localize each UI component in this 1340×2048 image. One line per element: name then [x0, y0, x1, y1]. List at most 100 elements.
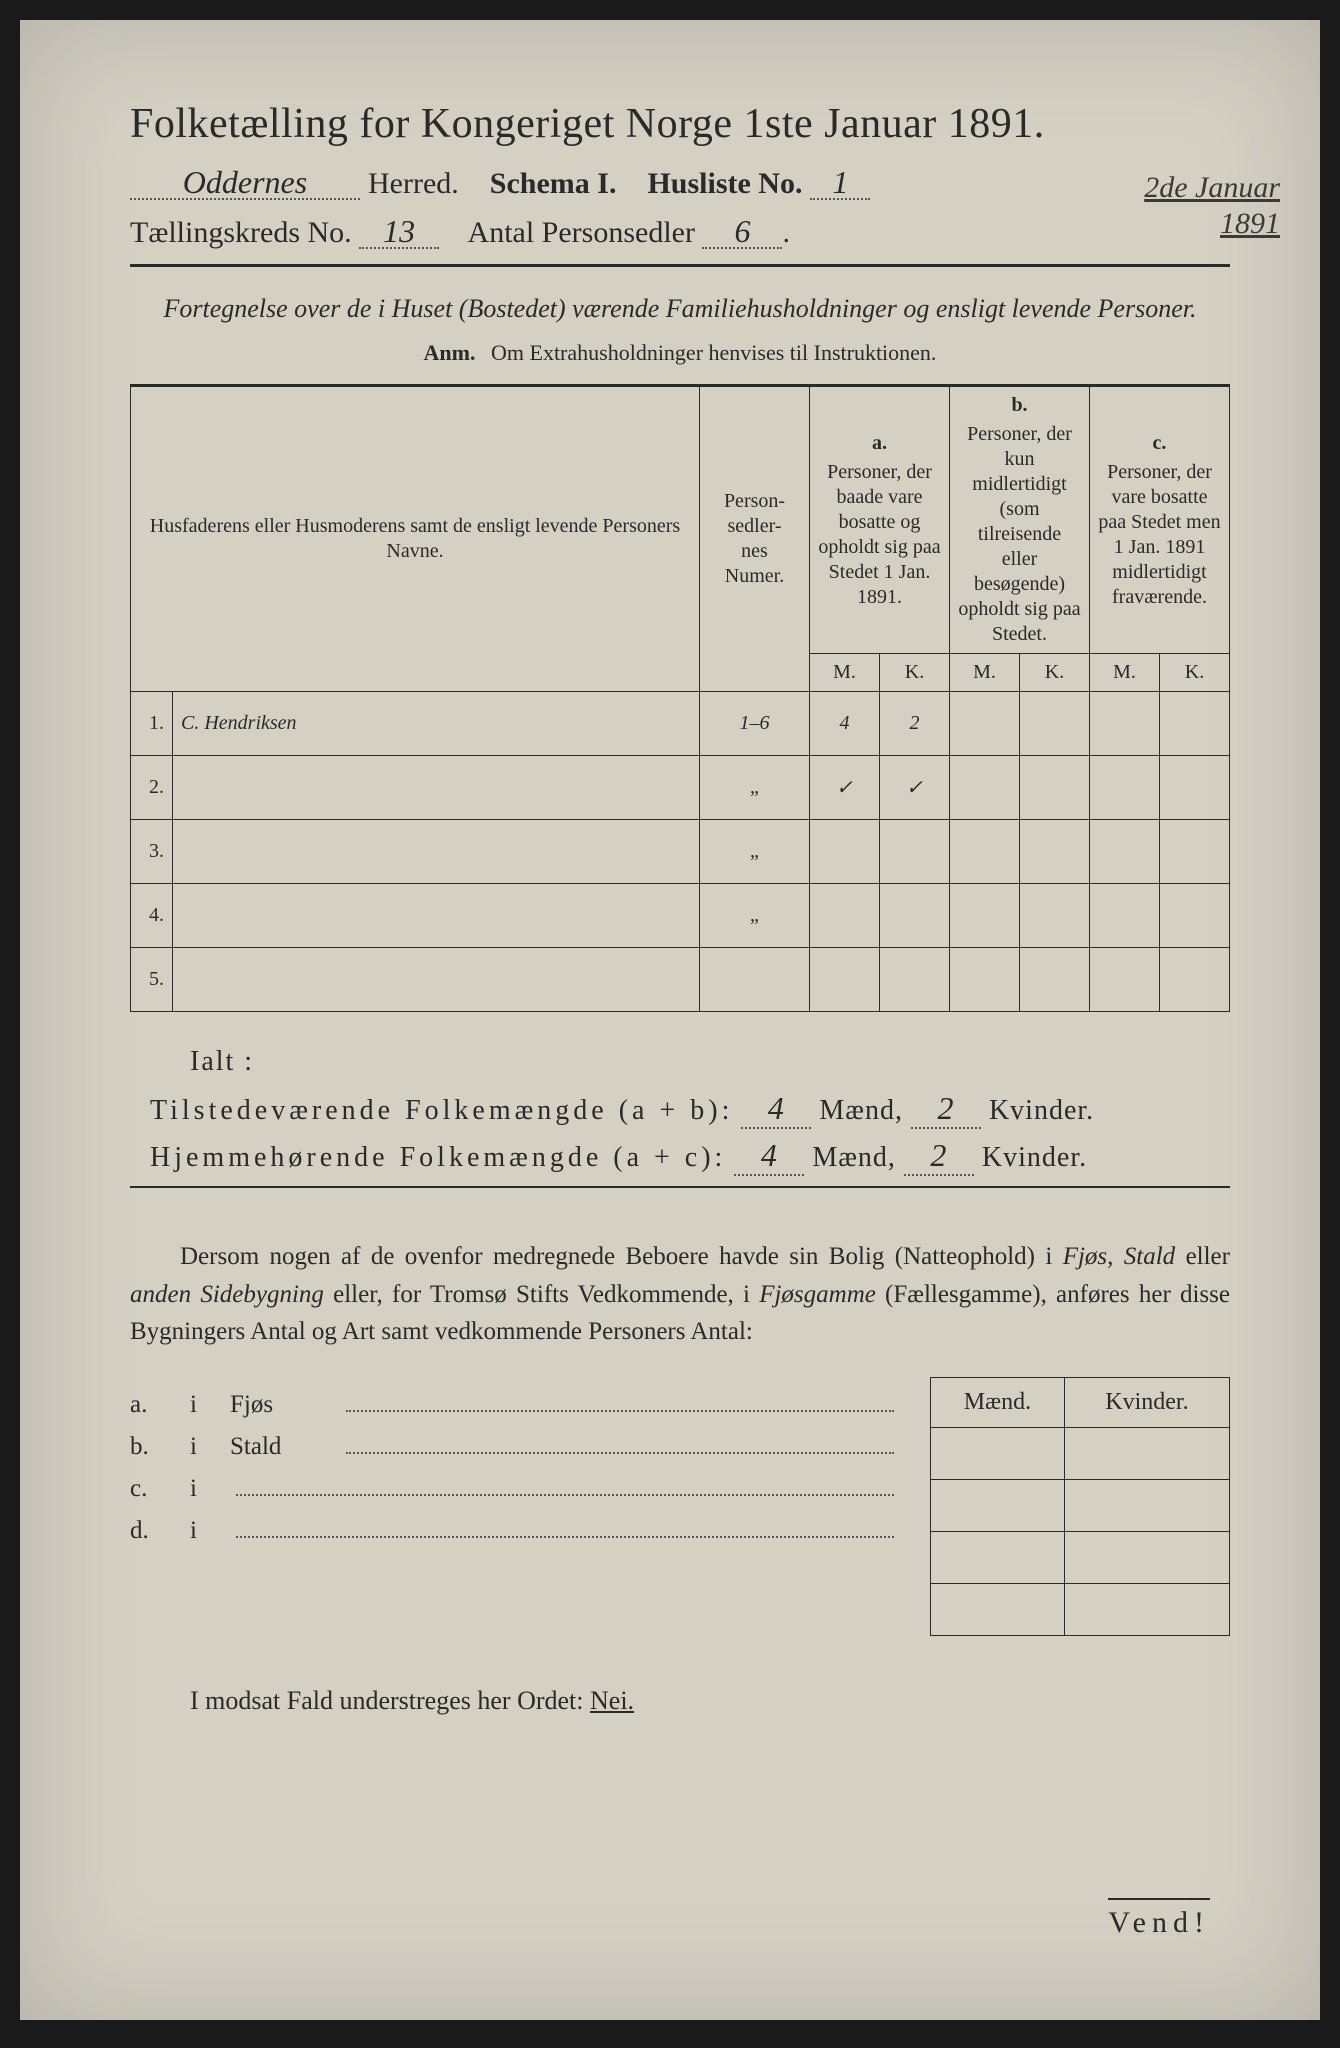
col-b-m: M. — [950, 654, 1020, 692]
vend-label: Vend! — [1108, 1898, 1210, 1940]
anm-line: Anm. Om Extrahusholdninger henvises til … — [130, 340, 1230, 366]
herred-value: Oddernes — [130, 166, 360, 200]
mk-maend: Mænd. — [931, 1377, 1065, 1427]
row-b-k — [1020, 948, 1090, 1012]
husliste-value: 1 — [810, 166, 870, 200]
maend-label: Mænd, — [819, 1095, 903, 1126]
col-a-text: Personer, der baade vare bosatte og opho… — [818, 461, 940, 608]
household-table: Husfaderens eller Husmoderens samt de en… — [130, 384, 1230, 1012]
row-b-k — [1020, 692, 1090, 756]
row-c-m — [1090, 884, 1160, 948]
col-a-head: a. Personer, der baade vare bosatte og o… — [810, 386, 950, 654]
col-c-letter: c. — [1098, 431, 1221, 456]
row-c-k — [1160, 820, 1230, 884]
row-a-k — [880, 820, 950, 884]
row-num: 5. — [131, 948, 173, 1012]
kvinder-label: Kvinder. — [989, 1095, 1094, 1126]
row-a-m: 4 — [810, 692, 880, 756]
husliste-label: Husliste No. — [647, 167, 802, 201]
row-name — [173, 948, 700, 1012]
bldg-d: d. — [130, 1517, 190, 1545]
row-b-m — [950, 948, 1020, 1012]
row-b-m — [950, 820, 1020, 884]
dots — [236, 1471, 894, 1496]
row-b-m — [950, 692, 1020, 756]
antal-label: Antal Personsedler — [468, 216, 695, 249]
col-c-head: c. Personer, der vare bosatte paa Stedet… — [1090, 386, 1230, 654]
row-num: 4. — [131, 884, 173, 948]
col-numer: Person- sedler- nes Numer. — [700, 386, 810, 692]
row-c-k — [1160, 948, 1230, 1012]
antal-value: 6 — [702, 215, 782, 249]
maend-label-2: Mænd, — [812, 1142, 896, 1173]
kvinder-label-2: Kvinder. — [982, 1142, 1087, 1173]
mk-cell — [1064, 1479, 1229, 1531]
dots — [346, 1387, 894, 1412]
row-b-k — [1020, 884, 1090, 948]
herred-label: Herred. — [368, 167, 459, 201]
col-b-text: Personer, der kun midlertidigt (som tilr… — [958, 423, 1080, 645]
row-b-m — [950, 884, 1020, 948]
building-block: a. i Fjøs b. i Stald c. i d. i — [130, 1377, 1230, 1636]
building-list: a. i Fjøs b. i Stald c. i d. i — [130, 1377, 900, 1555]
bldg-type: Stald — [230, 1433, 340, 1461]
sum-ac-label: Hjemmehørende Folkemængde (a + c): — [150, 1142, 726, 1173]
table-row: 3. „ — [131, 820, 1230, 884]
row-numer: 1–6 — [700, 692, 810, 756]
bldg-c: c. — [130, 1475, 190, 1503]
sum-ab-k: 2 — [911, 1090, 981, 1129]
bldg-row: a. i Fjøs — [130, 1387, 900, 1419]
row-c-m — [1090, 948, 1160, 1012]
nei-line: I modsat Fald understreges her Ordet: Ne… — [190, 1686, 1230, 1716]
table-row: 1. C. Hendriksen 1–6 4 2 — [131, 692, 1230, 756]
row-c-m — [1090, 692, 1160, 756]
bldg-row: c. i — [130, 1471, 900, 1503]
sum-ab-m: 4 — [741, 1090, 811, 1129]
mk-cell — [1064, 1531, 1229, 1583]
row-a-m — [810, 948, 880, 1012]
sum-ab-label: Tilstedeværende Folkemængde (a + b): — [150, 1095, 733, 1126]
table-row: 2. „ ✓ ✓ — [131, 756, 1230, 820]
col-names: Husfaderens eller Husmoderens samt de en… — [131, 386, 700, 692]
row-a-k: ✓ — [880, 756, 950, 820]
row-numer — [700, 948, 810, 1012]
row-a-k — [880, 948, 950, 1012]
margin-note-2: 1891 — [1220, 207, 1280, 240]
sum-ac-k: 2 — [904, 1137, 974, 1176]
row-c-m — [1090, 820, 1160, 884]
col-a-m: M. — [810, 654, 880, 692]
nei-pre: I modsat Fald understreges her Ordet: — [190, 1686, 590, 1715]
row-b-m — [950, 756, 1020, 820]
rule-1 — [130, 264, 1230, 267]
row-c-k — [1160, 692, 1230, 756]
bldg-i: i — [190, 1433, 230, 1461]
anm-text: Om Extrahusholdninger henvises til Instr… — [491, 340, 936, 365]
mk-table: Mænd. Kvinder. — [930, 1377, 1230, 1636]
sum-line-ab: Tilstedeværende Folkemængde (a + b): 4 M… — [150, 1090, 1230, 1129]
col-b-k: K. — [1020, 654, 1090, 692]
kreds-value: 13 — [359, 215, 439, 249]
row-c-m — [1090, 756, 1160, 820]
row-a-k — [880, 884, 950, 948]
mk-cell — [931, 1583, 1065, 1635]
col-b-letter: b. — [958, 393, 1081, 418]
nei-word: Nei. — [590, 1686, 634, 1715]
anm-label: Anm. — [424, 340, 476, 365]
header-row-2: Tællingskreds No. 13 Antal Personsedler … — [130, 215, 1230, 250]
table-body: 1. C. Hendriksen 1–6 4 2 2. „ ✓ ✓ — [131, 692, 1230, 1012]
ialt-label: Ialt : — [190, 1046, 1230, 1078]
row-c-k — [1160, 756, 1230, 820]
mk-cell — [931, 1427, 1065, 1479]
bldg-type: Fjøs — [230, 1391, 340, 1419]
mk-cell — [1064, 1427, 1229, 1479]
margin-date-note: 2de Januar 1891 — [1144, 170, 1280, 242]
row-numer: „ — [700, 820, 810, 884]
sum-ac-m: 4 — [734, 1137, 804, 1176]
bldg-row: b. i Stald — [130, 1429, 900, 1461]
col-a-letter: a. — [818, 431, 941, 456]
row-c-k — [1160, 884, 1230, 948]
row-a-k: 2 — [880, 692, 950, 756]
row-num: 1. — [131, 692, 173, 756]
bldg-a: a. — [130, 1391, 190, 1419]
header-row-1: Oddernes Herred. Schema I. Husliste No. … — [130, 166, 1230, 201]
